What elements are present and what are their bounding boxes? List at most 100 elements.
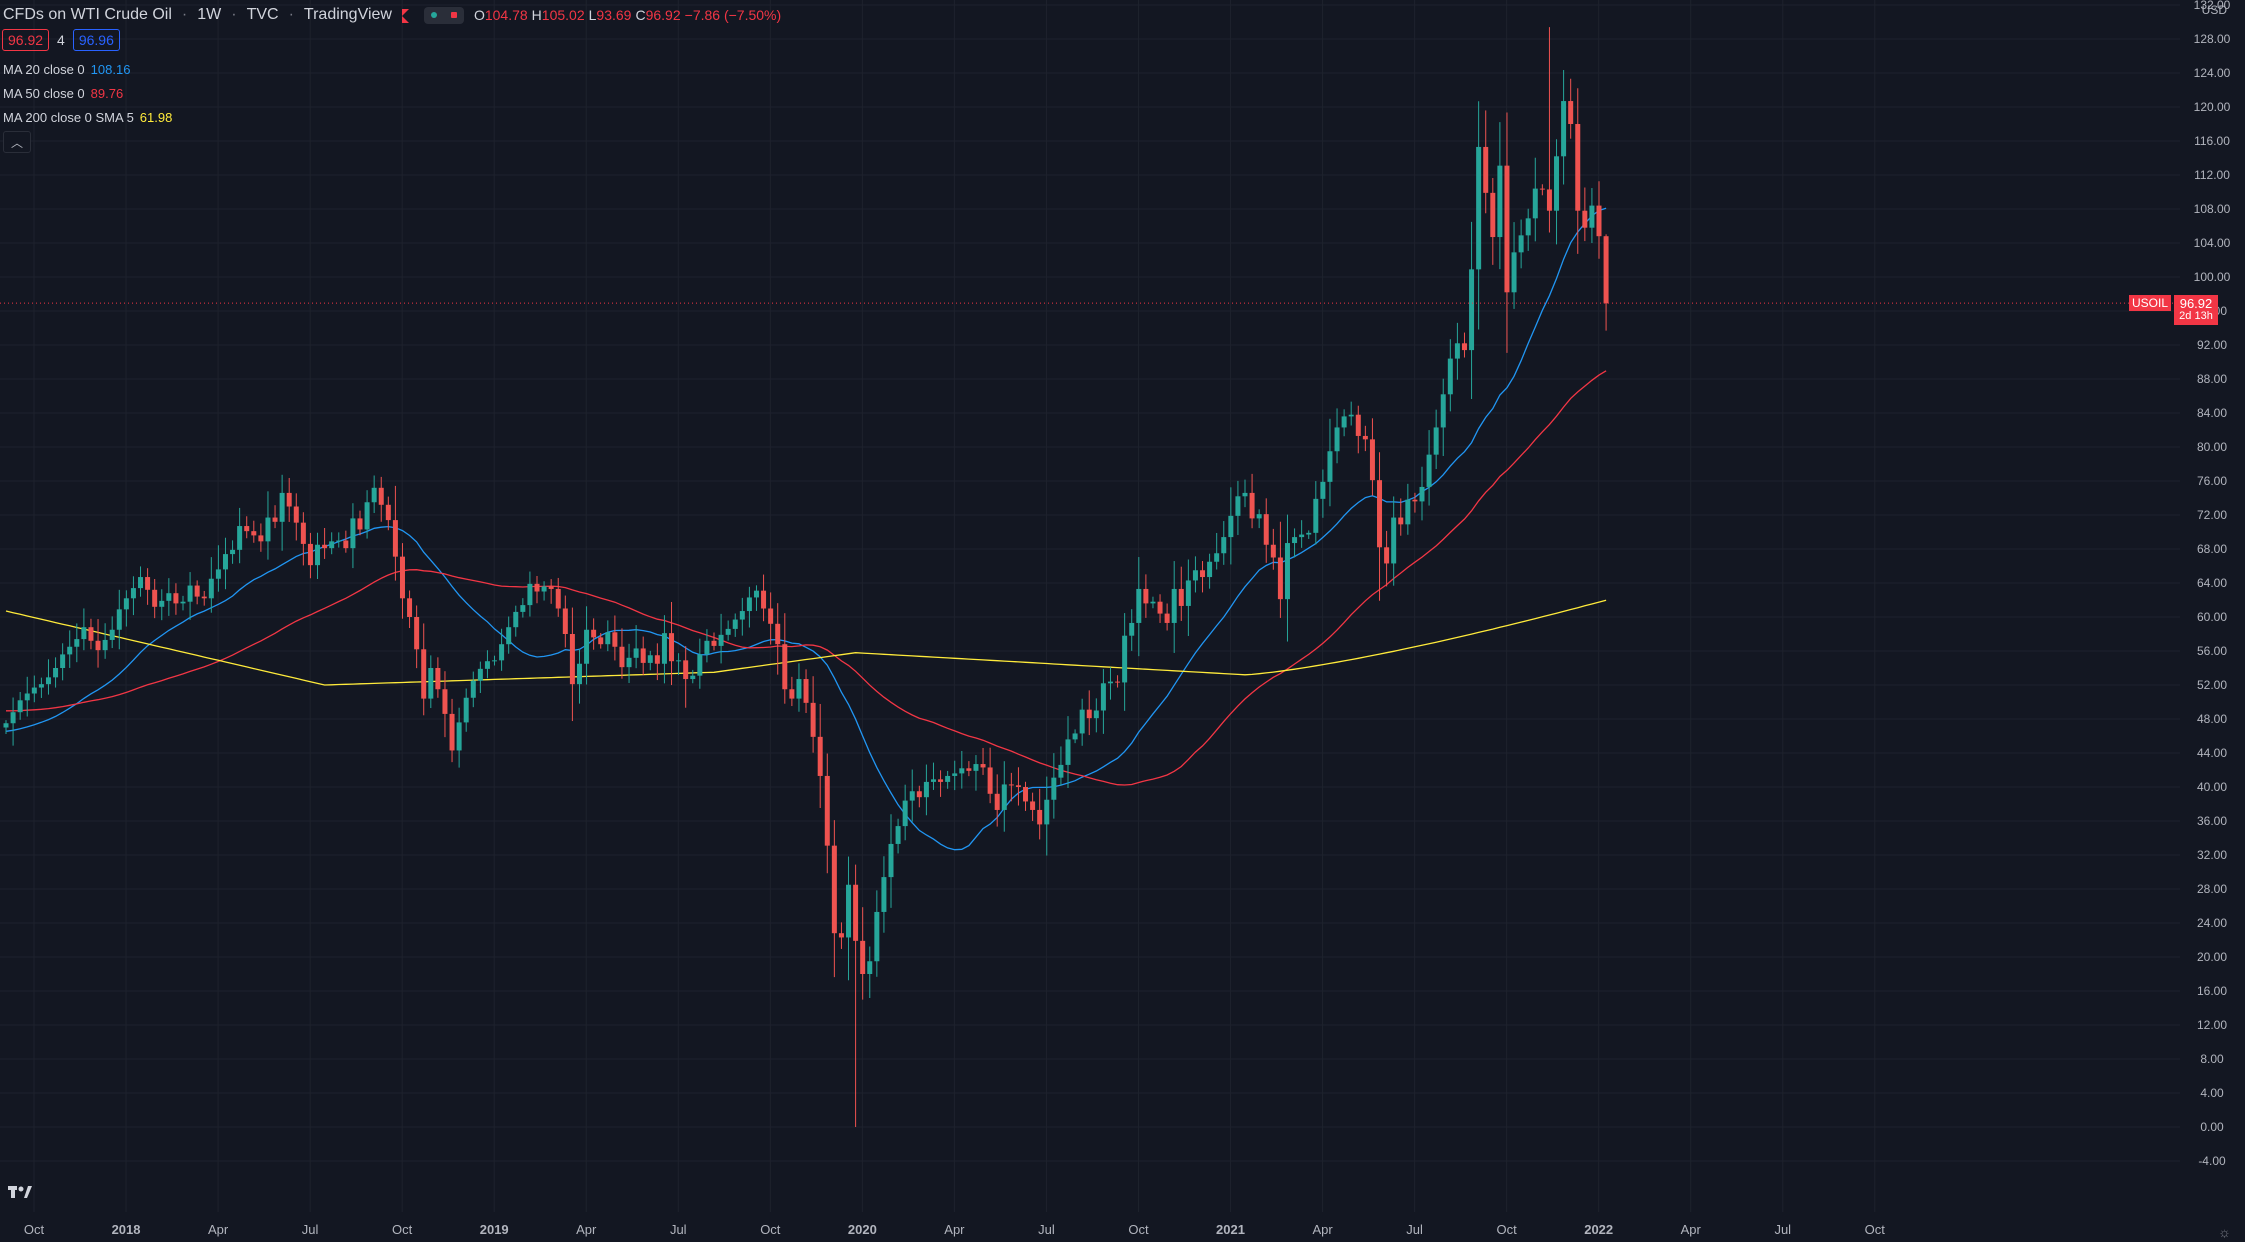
buy-button[interactable]: 96.96 (72, 29, 120, 51)
candle-body (1200, 570, 1206, 578)
candle-body (10, 712, 16, 724)
candle-body (605, 632, 611, 645)
y-tick-label: 116.00 (2194, 134, 2230, 148)
candles (3, 27, 1609, 1127)
candle-body (456, 722, 462, 751)
candle-body (477, 668, 483, 681)
chevron-up-icon: ︿ (10, 135, 23, 150)
x-tick-label: Oct (1497, 1222, 1518, 1237)
candle-body (307, 543, 313, 566)
candle-body (711, 640, 717, 646)
candle-body (676, 660, 682, 662)
tradingview-logo-icon[interactable] (8, 1184, 32, 1204)
candle-body (407, 598, 413, 617)
interval-label[interactable]: 1W (197, 6, 222, 23)
candle-body (215, 569, 221, 579)
candle-body (945, 775, 951, 782)
flag-icon[interactable] (401, 9, 414, 23)
candle-body (966, 768, 972, 771)
y-tick-label: 92.00 (2197, 338, 2227, 352)
candle-body (38, 684, 44, 688)
y-tick-label: 44.00 (2197, 746, 2227, 760)
candle-body (520, 605, 526, 612)
candle-body (513, 611, 519, 628)
candle-body (761, 590, 767, 609)
ma50-line (6, 370, 1607, 786)
y-tick-label: 40.00 (2197, 780, 2227, 794)
candle-body (67, 646, 73, 655)
y-tick-label: 108.00 (2194, 202, 2231, 216)
candle-body (159, 600, 165, 607)
x-tick-label: Oct (1128, 1222, 1149, 1237)
currency-label[interactable]: USD (2201, 3, 2227, 17)
candle-body (463, 697, 469, 723)
candle-body (1037, 809, 1043, 825)
candle-body (300, 522, 306, 544)
candle-body (88, 627, 94, 641)
last-price-tag: 96.92 2d 13h (2174, 295, 2218, 326)
candle-body (1546, 189, 1552, 211)
candle-body (1334, 427, 1340, 452)
x-tick-label: Oct (24, 1222, 45, 1237)
candle-body (690, 675, 696, 680)
y-tick-label: 84.00 (2197, 406, 2227, 420)
candle-body (1107, 681, 1113, 684)
candle-body (831, 845, 837, 934)
market-status-toggle[interactable] (423, 6, 464, 24)
x-tick-label: Jul (1038, 1222, 1055, 1237)
y-tick-label: 32.00 (2197, 848, 2227, 862)
x-tick-label: Jul (302, 1222, 319, 1237)
candle-body (1504, 165, 1510, 293)
candle-body (95, 640, 101, 651)
ma20-legend[interactable]: MA 20 close 0 108.16 (3, 62, 131, 77)
symbol-title[interactable]: CFDs on WTI Crude Oil (3, 6, 172, 23)
candle-body (378, 487, 384, 505)
ma50-legend[interactable]: MA 50 close 0 89.76 (3, 86, 124, 101)
candle-body (1242, 492, 1248, 497)
source-label: TradingView (303, 6, 392, 23)
candle-body (45, 677, 51, 685)
candle-body (1100, 683, 1106, 711)
candle-body (1277, 557, 1283, 600)
y-tick-label: 48.00 (2197, 712, 2227, 726)
candle-body (902, 800, 908, 827)
sell-button[interactable]: 96.92 (2, 29, 50, 51)
candle-body (527, 583, 533, 606)
candle-body (824, 775, 830, 846)
gear-icon[interactable]: ☼ (2218, 1224, 2231, 1240)
candle-body (194, 585, 200, 597)
candle-body (1023, 787, 1029, 802)
candle-body (1341, 416, 1347, 428)
candle-body (909, 791, 915, 801)
y-tick-label: 76.00 (2197, 474, 2227, 488)
candle-body (24, 693, 30, 701)
candle-body (265, 517, 271, 542)
candle-body (612, 632, 618, 647)
candle-body (1355, 414, 1361, 436)
candle-body (60, 654, 66, 668)
candle-body (315, 544, 321, 566)
candle-body (1362, 435, 1368, 440)
candle-body (1001, 784, 1007, 810)
candle-body (293, 506, 299, 523)
candle-body (1284, 543, 1290, 600)
candle-body (1511, 252, 1517, 293)
candle-body (1299, 534, 1305, 538)
y-tick-label: 36.00 (2197, 814, 2227, 828)
ma200-legend[interactable]: MA 200 close 0 SMA 5 61.98 (3, 110, 173, 125)
candle-body (1115, 681, 1121, 683)
y-tick-label: 128.00 (2194, 32, 2231, 46)
x-tick-label: Oct (1865, 1222, 1886, 1237)
grid (0, 0, 2180, 1212)
collapse-legend-button[interactable]: ︿ (3, 131, 31, 153)
y-tick-label: 104.00 (2194, 236, 2231, 250)
candle-body (796, 679, 802, 699)
candle-body (81, 627, 87, 640)
candle-body (1313, 498, 1319, 533)
candle-body (392, 520, 398, 557)
candle-body (838, 933, 844, 938)
status-dot-icon (430, 12, 437, 18)
x-tick-label: Jul (1774, 1222, 1791, 1237)
